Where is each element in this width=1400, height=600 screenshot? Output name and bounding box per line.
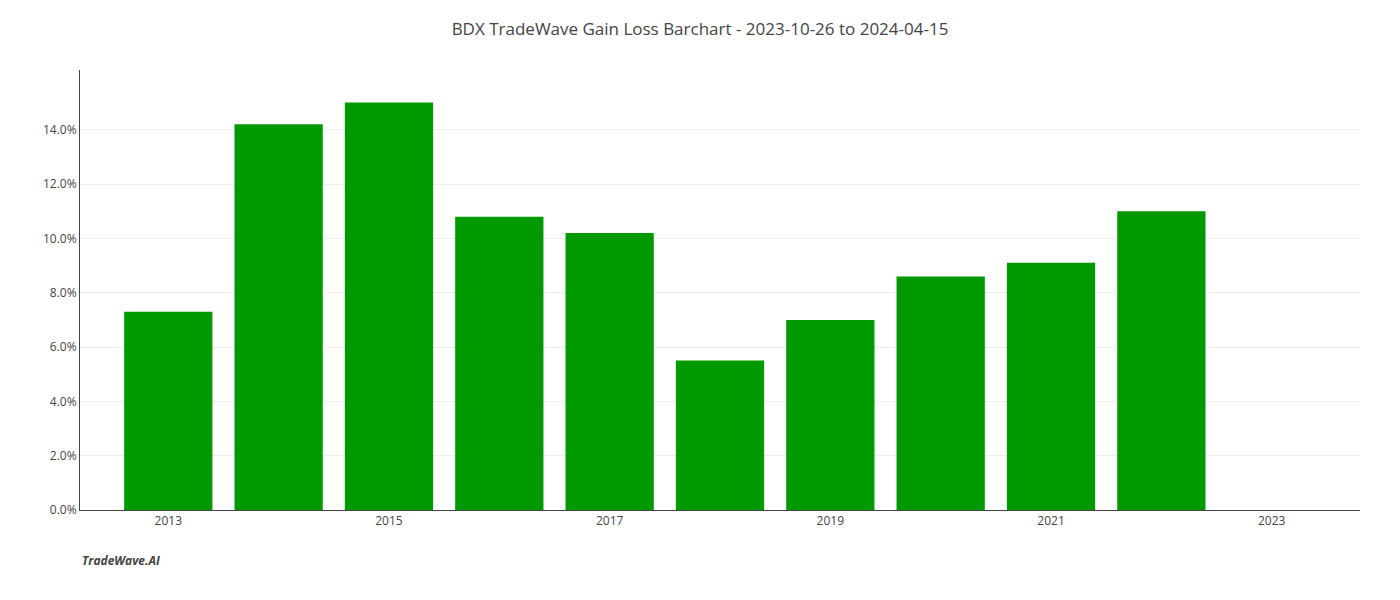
svg-text:2017: 2017 xyxy=(596,512,624,529)
svg-text:TradeWave.AI: TradeWave.AI xyxy=(82,552,160,569)
svg-text:10.0%: 10.0% xyxy=(43,230,77,247)
svg-text:BDX TradeWave Gain Loss Barcha: BDX TradeWave Gain Loss Barchart - 2023-… xyxy=(452,17,949,40)
svg-text:12.0%: 12.0% xyxy=(43,175,77,192)
svg-text:0.0%: 0.0% xyxy=(50,501,77,518)
svg-text:14.0%: 14.0% xyxy=(43,121,77,138)
svg-text:2019: 2019 xyxy=(817,512,845,529)
svg-text:2.0%: 2.0% xyxy=(50,447,77,464)
svg-text:8.0%: 8.0% xyxy=(50,284,77,301)
svg-text:2013: 2013 xyxy=(155,512,183,529)
svg-text:2015: 2015 xyxy=(375,512,403,529)
svg-text:4.0%: 4.0% xyxy=(50,393,77,410)
svg-text:2023: 2023 xyxy=(1258,512,1286,529)
svg-text:6.0%: 6.0% xyxy=(50,338,77,355)
svg-text:2021: 2021 xyxy=(1037,512,1064,529)
